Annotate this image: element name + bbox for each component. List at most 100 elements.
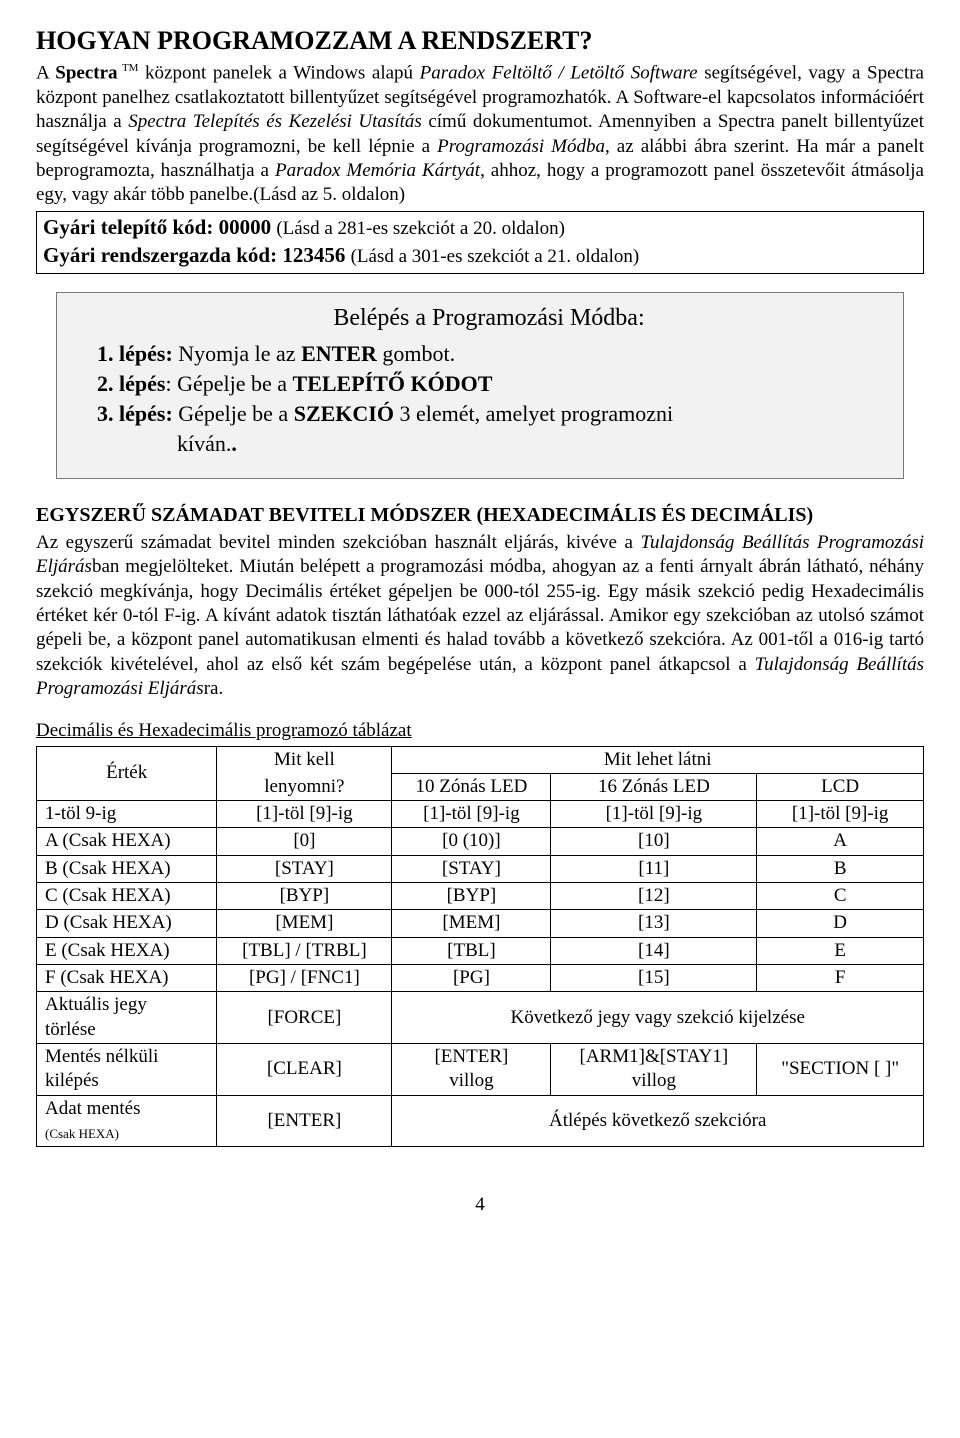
cell: [FORCE] [217, 992, 392, 1044]
cell: D (Csak HEXA) [37, 910, 217, 937]
text: kíván. [177, 431, 231, 456]
step-2: 2. lépés: Gépelje be a TELEPÍTŐ KÓDOT [97, 370, 881, 398]
steps-title: Belépés a Programozási Módba: [97, 303, 881, 334]
table-row: Mentés nélküli kilépés [CLEAR] [ENTER] v… [37, 1043, 924, 1095]
text: Nyomja le az [173, 341, 301, 366]
cell: E (Csak HEXA) [37, 937, 217, 964]
text: 2. lépés [97, 371, 165, 396]
cell: Aktuális jegy törlése [37, 992, 217, 1044]
cell: [STAY] [217, 855, 392, 882]
text: kilépés [45, 1070, 99, 1091]
cell: [MEM] [217, 910, 392, 937]
cell: B [757, 855, 924, 882]
cell: C (Csak HEXA) [37, 883, 217, 910]
th-10led: 10 Zónás LED [392, 773, 551, 800]
cell: [MEM] [392, 910, 551, 937]
step-3: 3. lépés: Gépelje be a SZEKCIÓ 3 elemét,… [97, 400, 881, 428]
text: villog [449, 1070, 493, 1091]
th-ertek: Érték [37, 746, 217, 801]
intro-paragraph: A Spectra TM központ panelek a Windows a… [36, 61, 924, 207]
cell: [1]-töl [9]-ig [551, 801, 757, 828]
cell: [BYP] [217, 883, 392, 910]
text: (Csak HEXA) [45, 1126, 119, 1141]
tm-mark: TM [118, 62, 139, 74]
th-mitlehet: Mit lehet látni [392, 746, 924, 773]
text: törlése [45, 1019, 96, 1040]
cell: [PG] [392, 965, 551, 992]
cell: [ENTER] [217, 1095, 392, 1147]
cell: C [757, 883, 924, 910]
text: Adat mentés [45, 1098, 141, 1119]
cell: Átlépés következő szekcióra [392, 1095, 924, 1147]
cell: Mentés nélküli kilépés [37, 1043, 217, 1095]
table-row: F (Csak HEXA)[PG] / [FNC1][PG][15]F [37, 965, 924, 992]
cell: [10] [551, 828, 757, 855]
section-heading: EGYSZERŰ SZÁMADAT BEVITELI MÓDSZER (HEXA… [36, 503, 924, 529]
cell: [BYP] [392, 883, 551, 910]
page-number: 4 [36, 1193, 924, 1217]
page-title: HOGYAN PROGRAMOZZAM A RENDSZERT? [36, 24, 924, 57]
section-paragraph: Az egyszerű számadat bevitel minden szek… [36, 531, 924, 701]
cell: [15] [551, 965, 757, 992]
table-row: C (Csak HEXA)[BYP][BYP][12]C [37, 883, 924, 910]
text: Spectra Telepítés és Kezelési Utasítás [128, 111, 422, 132]
th-16led: 16 Zónás LED [551, 773, 757, 800]
text: ENTER [301, 341, 377, 366]
cell: A (Csak HEXA) [37, 828, 217, 855]
text: (Lásd a 281-es szekciót a 20. oldalon) [276, 218, 565, 239]
text: A [36, 63, 55, 84]
cell: [14] [551, 937, 757, 964]
cell: [1]-töl [9]-ig [217, 801, 392, 828]
table-row: Adat mentés (Csak HEXA) [ENTER] Átlépés … [37, 1095, 924, 1147]
cell: Adat mentés (Csak HEXA) [37, 1095, 217, 1147]
cell: [ENTER] villog [392, 1043, 551, 1095]
text: TELEPÍTŐ KÓDOT [293, 371, 493, 396]
cell: [11] [551, 855, 757, 882]
step-3-cont: kíván.. [177, 430, 881, 458]
cell: Következő jegy vagy szekció kijelzése [392, 992, 924, 1044]
dec-hex-table: Érték Mit kell Mit lehet látni lenyomni?… [36, 746, 924, 1148]
cell: [0] [217, 828, 392, 855]
cell: [13] [551, 910, 757, 937]
table-row: A (Csak HEXA)[0][0 (10)][10]A [37, 828, 924, 855]
cell: [1]-töl [9]-ig [757, 801, 924, 828]
text: Paradox Memória Kártyát, [275, 160, 485, 181]
cell: [1]-töl [9]-ig [392, 801, 551, 828]
text: központ panelek a Windows alapú [138, 63, 419, 84]
text: 3 elemét, amelyet programozni [394, 401, 673, 426]
table-row: 1-töl 9-ig[1]-töl [9]-ig[1]-töl [9]-ig[1… [37, 801, 924, 828]
step-1: 1. lépés: Nyomja le az ENTER gombot. [97, 340, 881, 368]
text: Spectra [55, 63, 117, 84]
table-caption: Decimális és Hexadecimális programozó tá… [36, 719, 924, 743]
text: (Lásd a 301-es szekciót a 21. oldalon) [351, 246, 640, 267]
table-row: E (Csak HEXA)[TBL] / [TRBL][TBL][14]E [37, 937, 924, 964]
text: SZEKCIÓ [294, 401, 394, 426]
cell: B (Csak HEXA) [37, 855, 217, 882]
installer-code-line: Gyári telepítő kód: 00000 (Lásd a 281-es… [43, 214, 917, 241]
th-lcd: LCD [757, 773, 924, 800]
cell: D [757, 910, 924, 937]
cell: [CLEAR] [217, 1043, 392, 1095]
factory-codes-box: Gyári telepítő kód: 00000 (Lásd a 281-es… [36, 211, 924, 274]
text: Gyári telepítő kód: 00000 [43, 215, 276, 239]
cell: [TBL] / [TRBL] [217, 937, 392, 964]
text: Az egyszerű számadat bevitel minden szek… [36, 532, 640, 553]
th-lenyomni: lenyomni? [217, 773, 392, 800]
text: [ARM1]&[STAY1] [580, 1046, 729, 1067]
text: Gyári rendszergazda kód: 123456 [43, 243, 351, 267]
text: ra. [204, 678, 224, 699]
text: villog [632, 1070, 676, 1091]
cell: [ARM1]&[STAY1] villog [551, 1043, 757, 1095]
table-header-row: Érték Mit kell Mit lehet látni [37, 746, 924, 773]
text: Programozási Módba [437, 136, 605, 157]
text: Paradox Feltöltő / Letöltő Software [420, 63, 698, 84]
cell: 1-töl 9-ig [37, 801, 217, 828]
text: 1. lépés: [97, 341, 173, 366]
text: Gépelje be a [173, 401, 294, 426]
table-row: D (Csak HEXA)[MEM][MEM][13]D [37, 910, 924, 937]
cell: [PG] / [FNC1] [217, 965, 392, 992]
text: 3. lépés: [97, 401, 173, 426]
programming-steps-box: Belépés a Programozási Módba: 1. lépés: … [56, 292, 904, 479]
table-row: B (Csak HEXA)[STAY][STAY][11]B [37, 855, 924, 882]
text: gombot. [377, 341, 455, 366]
